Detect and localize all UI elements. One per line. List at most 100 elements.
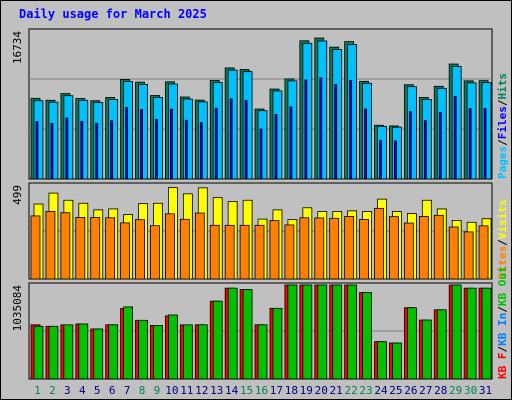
x-tick-label: 4: [79, 384, 86, 397]
x-tick-label: 19: [300, 384, 313, 397]
bar-files: [140, 109, 143, 180]
bar-sites: [269, 220, 280, 280]
bar-files: [259, 128, 263, 180]
legend-entry: Files: [496, 106, 509, 139]
bar-kb-out: [347, 284, 358, 380]
bar-pages: [33, 100, 44, 180]
bar-pages: [466, 82, 477, 180]
x-tick-label: 17: [270, 384, 283, 397]
legend-entry: /: [496, 139, 509, 146]
bar-pages: [272, 90, 283, 180]
x-tick-label: 5: [94, 384, 101, 397]
bar-sites: [60, 212, 71, 280]
bar-kb-out: [272, 307, 283, 380]
bar-pages: [168, 83, 178, 180]
legend-entry: KB In: [496, 313, 509, 346]
bar-kb-out: [123, 306, 134, 380]
x-tick-label: 8: [139, 384, 146, 397]
bar-files: [289, 106, 293, 180]
bar-files: [110, 120, 114, 180]
bar-sites: [165, 213, 175, 280]
bar-kb-out: [63, 324, 74, 380]
bar-files: [65, 117, 69, 180]
bar-sites: [150, 225, 160, 280]
bar-kb-out: [33, 325, 44, 380]
bar-kb-out: [392, 342, 402, 380]
legend-entry: Pages: [496, 146, 509, 179]
bar-files: [453, 96, 457, 180]
bar-pages: [436, 87, 447, 180]
bar-pages: [182, 98, 193, 180]
x-tick-label: 28: [434, 384, 447, 397]
x-tick-label: 18: [285, 384, 298, 397]
bar-files: [394, 140, 397, 180]
bar-files: [319, 77, 323, 180]
bar-sites: [224, 224, 235, 280]
bar-pages: [332, 49, 343, 180]
bar-kb-out: [317, 284, 328, 380]
legend-entry: /: [496, 306, 509, 313]
bar-sites: [314, 217, 325, 280]
x-tick-label: 3: [64, 384, 71, 397]
bar-files: [483, 108, 487, 180]
legend-visits-sites: Sites/Visits: [496, 200, 509, 280]
bar-kb-out: [48, 325, 59, 380]
x-tick-label: 7: [124, 384, 131, 397]
bar-files: [379, 140, 382, 180]
bar-files: [155, 118, 158, 180]
bar-kb-out: [377, 341, 387, 380]
legend-kbf-kbin-kbout: KB F/KB In/KB Out: [496, 266, 509, 379]
bar-kb-out: [153, 325, 163, 380]
x-tick-label: 24: [374, 384, 388, 397]
bar-sites: [90, 217, 101, 280]
bar-files: [408, 111, 412, 180]
bar-sites: [448, 226, 459, 280]
bar-kb-out: [257, 324, 268, 380]
x-tick-label: 1: [34, 384, 41, 397]
bar-kb-out: [138, 319, 148, 380]
bar-pages: [302, 42, 313, 180]
bar-pages: [93, 102, 104, 180]
bar-files: [364, 108, 367, 180]
bar-sites: [329, 217, 340, 280]
bar-files: [438, 112, 442, 180]
bar-files: [334, 84, 338, 180]
bar-pages: [48, 101, 59, 180]
legend-entry: /: [496, 239, 509, 246]
bar-pages: [392, 126, 402, 180]
x-tick-label: 12: [195, 384, 208, 397]
bar-sites: [284, 224, 295, 280]
legend-entry: Visits: [496, 200, 509, 240]
x-tick-label: 20: [315, 384, 328, 397]
bar-files: [35, 121, 39, 180]
x-tick-label: 21: [330, 384, 343, 397]
bar-pages: [347, 44, 358, 180]
bar-pages: [63, 95, 74, 180]
bar-pages: [123, 81, 134, 180]
legend-entry: /: [496, 99, 509, 106]
x-tick-label: 14: [225, 384, 239, 397]
bar-sites: [75, 217, 86, 280]
bar-sites: [209, 224, 220, 280]
bar-files: [423, 120, 427, 180]
bar-files: [199, 122, 203, 180]
bar-files: [170, 108, 173, 180]
x-tick-label: 27: [419, 384, 432, 397]
bar-kb-out: [78, 323, 89, 380]
bar-sites: [179, 218, 190, 280]
bar-kb-out: [168, 314, 178, 380]
x-tick-label: 10: [165, 384, 178, 397]
bar-files: [50, 122, 54, 180]
bar-sites: [239, 224, 250, 280]
bar-sites: [30, 215, 41, 280]
x-tick-label: 15: [240, 384, 253, 397]
bar-pages: [317, 40, 328, 180]
bar-kb-out: [212, 300, 223, 380]
bar-sites: [120, 222, 131, 280]
x-tick-label: 22: [344, 384, 357, 397]
bar-kb-out: [362, 292, 372, 380]
bar-pages: [78, 99, 89, 180]
bar-pages: [451, 66, 462, 180]
bar-files: [214, 107, 218, 180]
